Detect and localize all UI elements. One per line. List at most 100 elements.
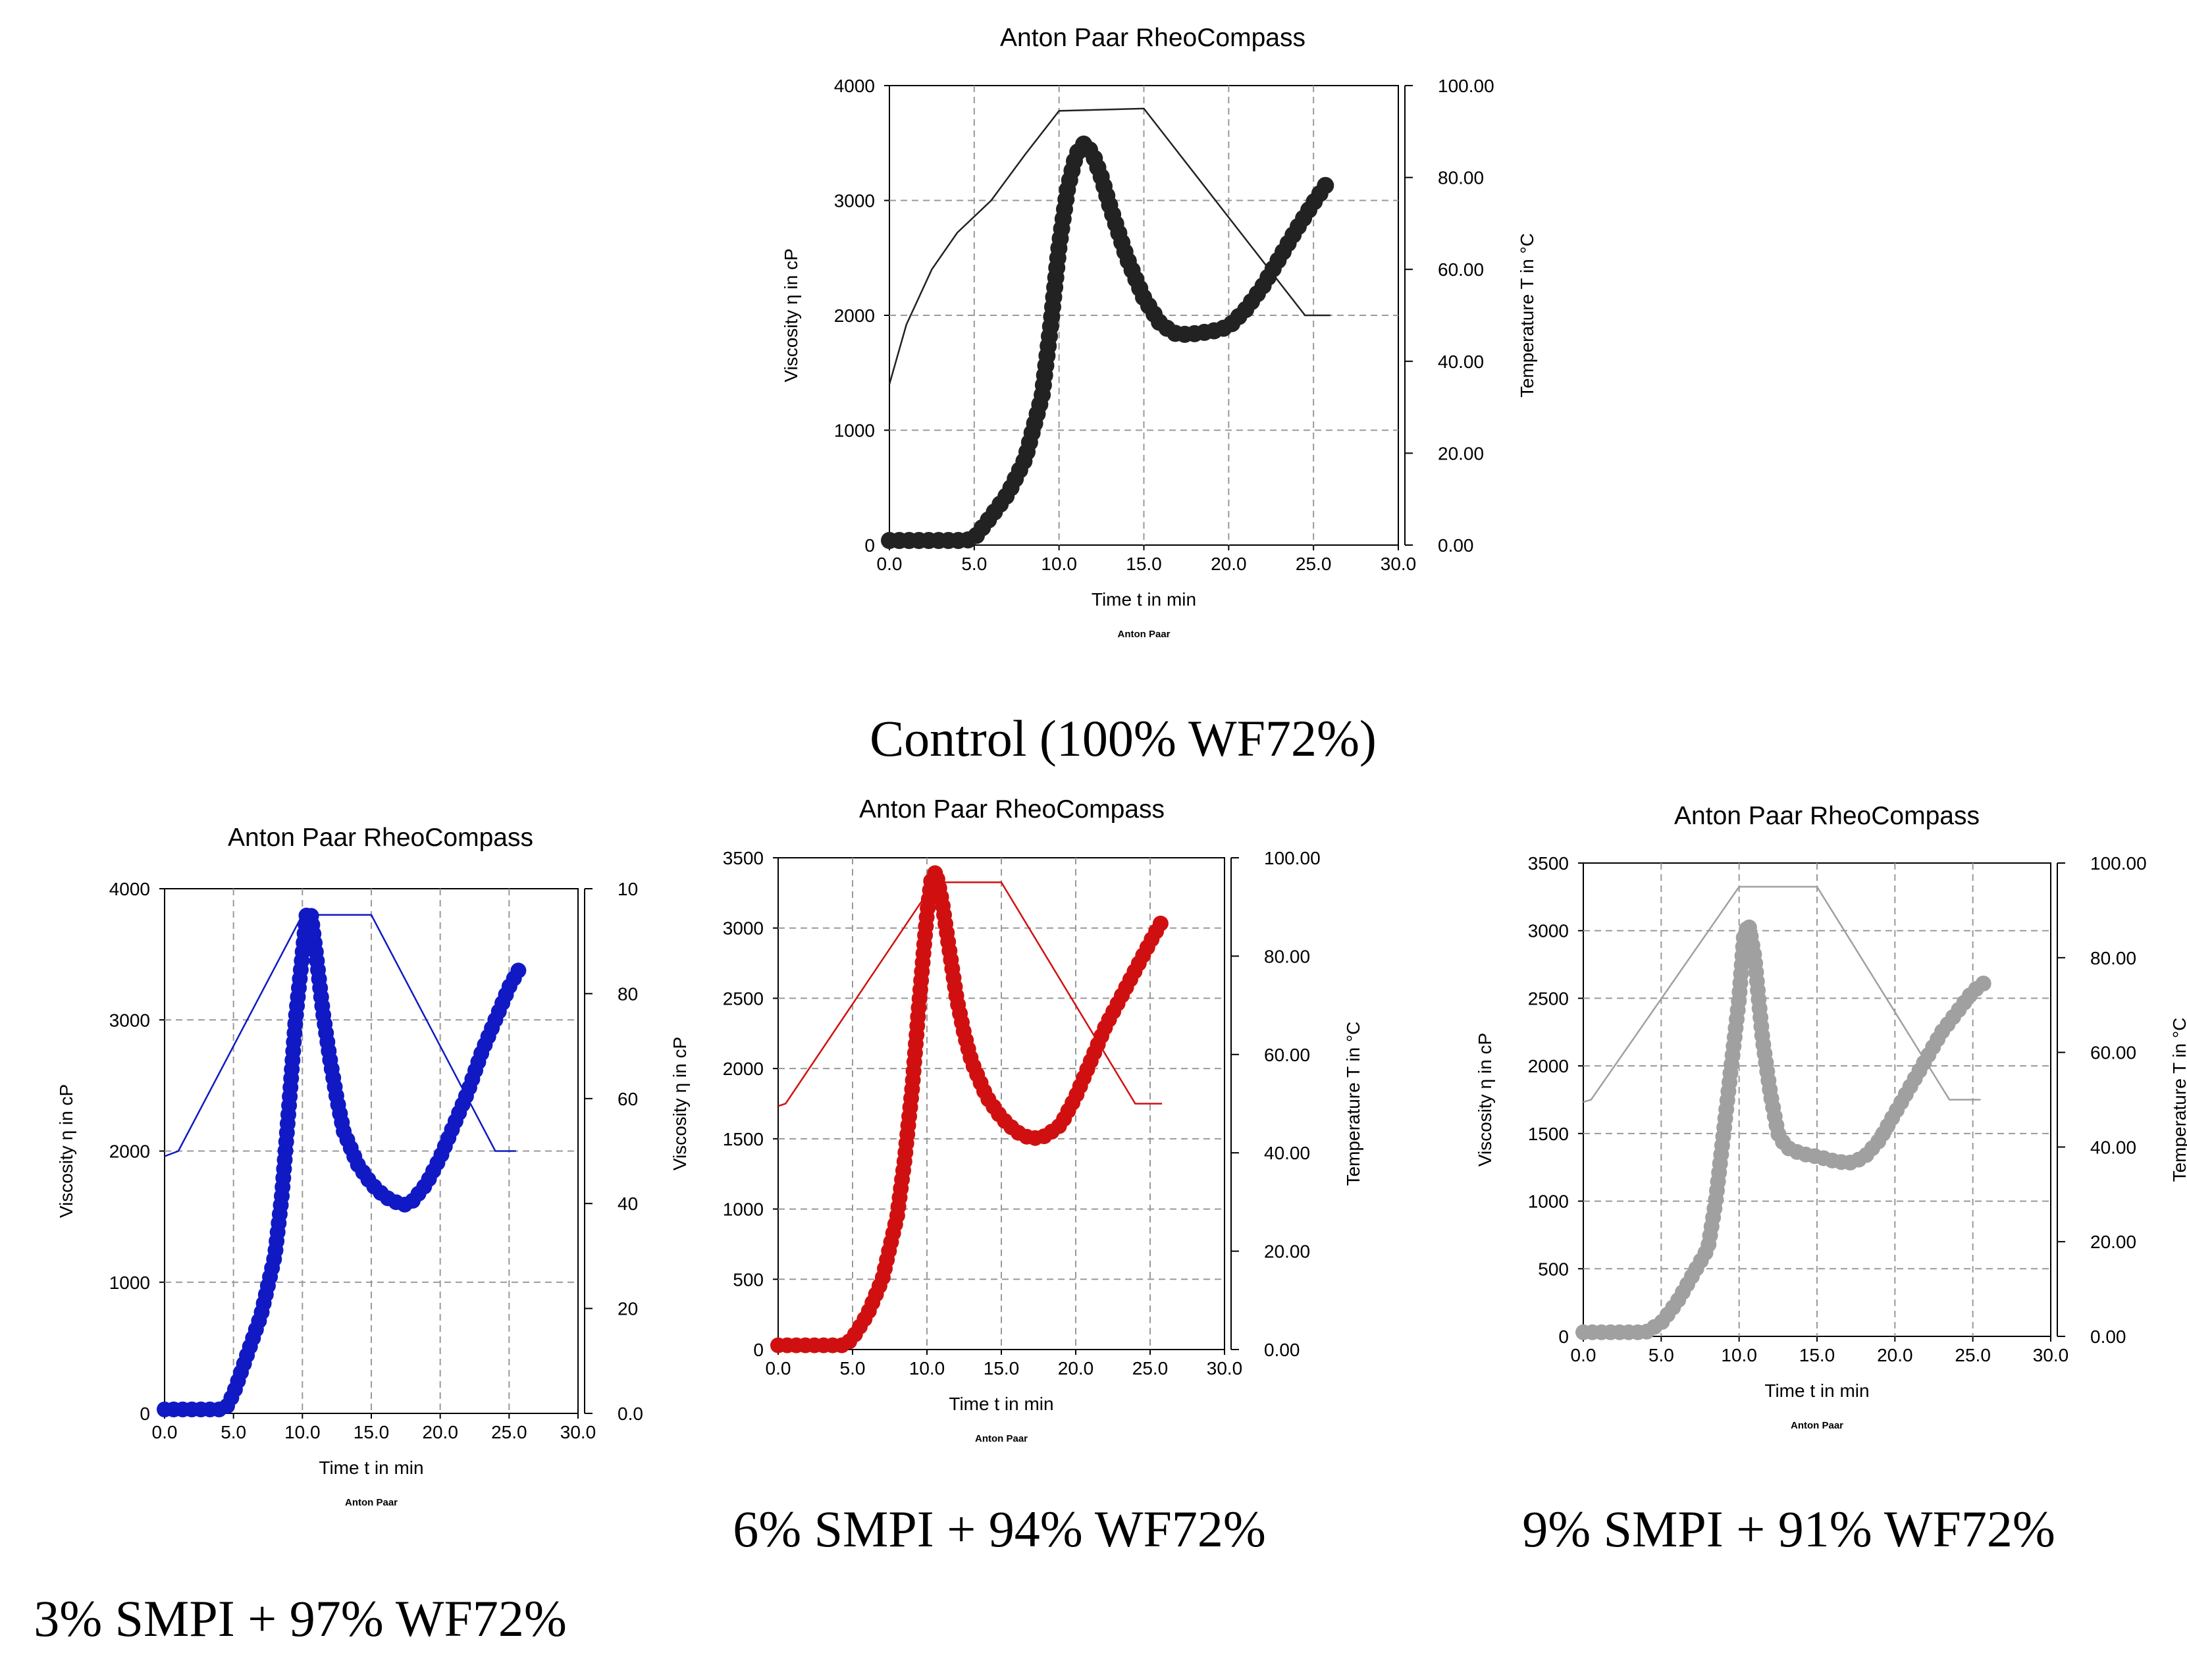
chart-panel-2: 0.0 5.0 10.0 15.0 20.0 25.0 30.0 0 1000 2000 3000 4…: [34, 824, 643, 1647]
y2-axis-label: Temperature T in °C: [1343, 1022, 1363, 1186]
y2-tick-label: 0.00: [1264, 1340, 1300, 1360]
temperature-line: [1583, 885, 1981, 1103]
y-tick-label: 2000: [834, 305, 875, 326]
viscosity-line: [1583, 921, 1986, 1333]
chart-panel-1: 0.0 5.0 10.0 15.0 20.0 25.0 30.0 0 1000 2000 3000 4…: [781, 24, 1537, 767]
y-axis-label: Viscosity η in cP: [56, 1084, 76, 1218]
x-axis-label: Time t in min: [319, 1457, 423, 1478]
viscosity-points: [770, 865, 1169, 1353]
viscosity-points: [881, 135, 1334, 549]
viscosity-point: [1975, 976, 1991, 991]
y-tick-label: 500: [733, 1269, 764, 1290]
y2-tick-label: 0.0: [618, 1404, 643, 1424]
y2-tick-label: 60: [618, 1089, 638, 1109]
panel-caption: Control (100% WF72%): [870, 710, 1377, 767]
y-tick-label: 3000: [109, 1010, 150, 1030]
x-tick-label: 30.0: [2033, 1345, 2069, 1365]
y-tick-label: 4000: [109, 879, 150, 899]
y-tick-label: 1000: [1528, 1192, 1569, 1212]
y2-tick-label: 40.00: [1438, 352, 1484, 372]
y2-tick-label: 0.00: [2090, 1326, 2126, 1347]
y2-axis-label: Temperature T in °C: [1517, 233, 1537, 398]
brand-footer: Anton Paar: [975, 1433, 1028, 1444]
y2-axis-label: Temperature T in °C: [2169, 1018, 2187, 1182]
x-tick-label: 10.0: [909, 1358, 945, 1378]
x-tick-label: 10.0: [1721, 1345, 1757, 1365]
x-axis-label: Time t in min: [1092, 589, 1196, 610]
x-tick-label: 10.0: [284, 1422, 321, 1442]
brand-footer: Anton Paar: [345, 1497, 398, 1508]
y2-tick-label: 20.00: [2090, 1232, 2136, 1252]
y-axis-label: Viscosity η in cP: [1475, 1033, 1495, 1167]
y2-tick-label: 10: [618, 879, 638, 899]
chart-panel-3: 0.0 5.0 10.0 15.0 20.0 25.0 30.0 0 500 1000 1500 20…: [670, 795, 1363, 1558]
y-tick-label: 0: [140, 1404, 150, 1424]
viscosity-line: [778, 870, 1163, 1346]
y2-tick-label: 80.00: [1264, 946, 1310, 966]
y2-tick-label: 80.00: [2090, 948, 2136, 968]
x-tick-label: 0.0: [877, 554, 903, 574]
y-tick-label: 3500: [723, 848, 764, 868]
x-tick-label: 25.0: [1132, 1358, 1169, 1378]
x-tick-label: 20.0: [1211, 554, 1247, 574]
viscosity-point: [1317, 176, 1334, 194]
temperature-line: [777, 881, 1163, 1107]
x-tick-label: 30.0: [560, 1422, 596, 1442]
x-tick-label: 5.0: [840, 1358, 866, 1378]
x-tick-label: 0.0: [1571, 1345, 1596, 1365]
y2-tick-label: 40.00: [1264, 1143, 1310, 1163]
y-tick-label: 1500: [723, 1129, 764, 1149]
x-tick-label: 5.0: [961, 554, 987, 574]
chart-title: Anton Paar RheoCompass: [1674, 802, 1980, 830]
y-tick-label: 2000: [1528, 1056, 1569, 1076]
chart-title: Anton Paar RheoCompass: [1000, 24, 1305, 52]
y2-tick-label: 80: [618, 984, 638, 1004]
y2-tick-label: 20.00: [1438, 443, 1484, 463]
y2-tick-label: 20.00: [1264, 1242, 1310, 1262]
y2-tick-label: 100.00: [1438, 76, 1494, 96]
viscosity-point: [1152, 915, 1169, 932]
y2-tick-label: 40: [618, 1194, 638, 1214]
y-tick-label: 1000: [109, 1273, 150, 1293]
x-tick-label: 0.0: [152, 1422, 178, 1442]
viscosity-points: [1575, 919, 1991, 1340]
brand-footer: Anton Paar: [1791, 1420, 1843, 1431]
y-axis-label: Viscosity η in cP: [670, 1037, 690, 1170]
x-tick-label: 15.0: [1799, 1345, 1835, 1365]
y-tick-label: 2500: [723, 988, 764, 1009]
y-tick-label: 500: [1538, 1259, 1569, 1279]
y2-tick-label: 60.00: [2090, 1043, 2136, 1063]
x-tick-label: 20.0: [422, 1422, 458, 1442]
y2-tick-label: 40.00: [2090, 1137, 2136, 1157]
x-axis-label: Time t in min: [1764, 1380, 1869, 1401]
panel-caption: 3% SMPI + 97% WF72%: [34, 1590, 567, 1647]
x-tick-label: 20.0: [1877, 1345, 1913, 1365]
y2-tick-label: 60.00: [1264, 1045, 1310, 1065]
x-tick-label: 25.0: [491, 1422, 527, 1442]
y2-tick-label: 20: [618, 1299, 638, 1319]
temperature-line: [164, 914, 516, 1157]
y-tick-label: 3000: [723, 918, 764, 939]
x-tick-label: 0.0: [766, 1358, 791, 1378]
chart-title: Anton Paar RheoCompass: [859, 795, 1165, 824]
y-axis-label: Viscosity η in cP: [781, 248, 801, 382]
y-tick-label: 3000: [1528, 921, 1569, 941]
x-tick-label: 20.0: [1058, 1358, 1094, 1378]
viscosity-point: [510, 962, 527, 979]
chart-title: Anton Paar RheoCompass: [228, 824, 533, 852]
y2-tick-label: 100.00: [2090, 853, 2147, 874]
x-tick-label: 30.0: [1381, 554, 1417, 574]
y2-tick-label: 80.00: [1438, 168, 1484, 188]
y-tick-label: 2500: [1528, 988, 1569, 1009]
x-tick-label: 15.0: [354, 1422, 390, 1442]
y-tick-label: 1500: [1528, 1124, 1569, 1144]
y-tick-label: 3500: [1528, 853, 1569, 874]
y-tick-label: 4000: [834, 76, 875, 96]
x-tick-label: 5.0: [1648, 1345, 1674, 1365]
y-tick-label: 2000: [109, 1142, 150, 1162]
y-tick-label: 0: [753, 1340, 764, 1360]
x-tick-label: 15.0: [1126, 554, 1162, 574]
panel-caption: 6% SMPI + 94% WF72%: [733, 1500, 1266, 1558]
y-tick-label: 1000: [723, 1199, 764, 1220]
